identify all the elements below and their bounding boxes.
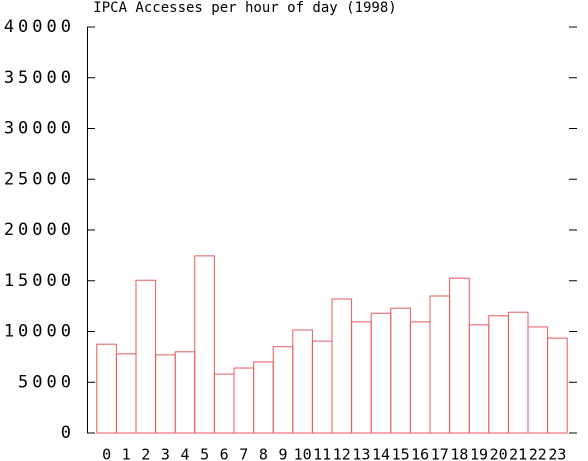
y-tick-label: 30000: [4, 119, 75, 139]
bar: [213, 373, 235, 434]
x-tick-label: 23: [548, 446, 566, 461]
x-tick-label: 17: [431, 446, 449, 461]
bar: [272, 346, 294, 434]
y-tick-label: 5000: [18, 372, 75, 392]
x-tick-label: 1: [122, 446, 131, 461]
bar: [174, 351, 196, 434]
bar: [351, 321, 372, 434]
bar: [292, 329, 313, 434]
y-tick-label: 15000: [4, 271, 75, 291]
bar: [96, 343, 117, 434]
bar: [233, 367, 255, 434]
bar: [429, 295, 451, 434]
x-tick-label: 2: [141, 446, 150, 461]
y-tick-label: 25000: [4, 169, 75, 189]
y-tick-label: 20000: [4, 220, 75, 240]
bar: [135, 279, 157, 434]
bar: [370, 312, 392, 434]
x-tick-label: 19: [470, 446, 488, 461]
x-tick-label: 14: [372, 446, 390, 461]
bar: [468, 324, 490, 434]
chart-title: IPCA Accesses per hour of day (1998): [93, 0, 396, 16]
x-tick-label: 20: [490, 446, 508, 461]
x-tick-label: 15: [392, 446, 410, 461]
x-tick-label: 12: [333, 446, 351, 461]
x-tick-label: 9: [278, 446, 287, 461]
y-tick-label: 0: [61, 423, 75, 443]
x-tick-label: 0: [102, 446, 111, 461]
x-tick-label: 5: [200, 446, 209, 461]
bar: [311, 340, 333, 434]
bar: [331, 298, 353, 434]
bar: [409, 321, 431, 434]
bar: [547, 337, 568, 434]
x-tick-label: 10: [294, 446, 312, 461]
y-tick-label: 40000: [4, 17, 75, 37]
bar: [253, 361, 274, 434]
x-tick-label: 22: [529, 446, 547, 461]
x-tick-label: 4: [180, 446, 189, 461]
bar: [194, 255, 215, 434]
bar: [488, 315, 509, 434]
x-tick-label: 6: [220, 446, 229, 461]
x-tick-label: 3: [161, 446, 170, 461]
x-tick-label: 13: [352, 446, 370, 461]
x-tick-label: 11: [313, 446, 331, 461]
bar: [155, 354, 176, 434]
x-tick-label: 8: [259, 446, 268, 461]
bar: [507, 311, 529, 434]
y-tick-label: 35000: [4, 68, 75, 88]
y-tick-label: 10000: [4, 322, 75, 342]
bar: [449, 277, 470, 434]
bar: [115, 353, 137, 434]
x-tick-label: 18: [450, 446, 468, 461]
bar: [527, 326, 549, 434]
x-tick-label: 16: [411, 446, 429, 461]
x-tick-label: 7: [239, 446, 248, 461]
bar: [390, 307, 411, 434]
x-tick-label: 21: [509, 446, 527, 461]
